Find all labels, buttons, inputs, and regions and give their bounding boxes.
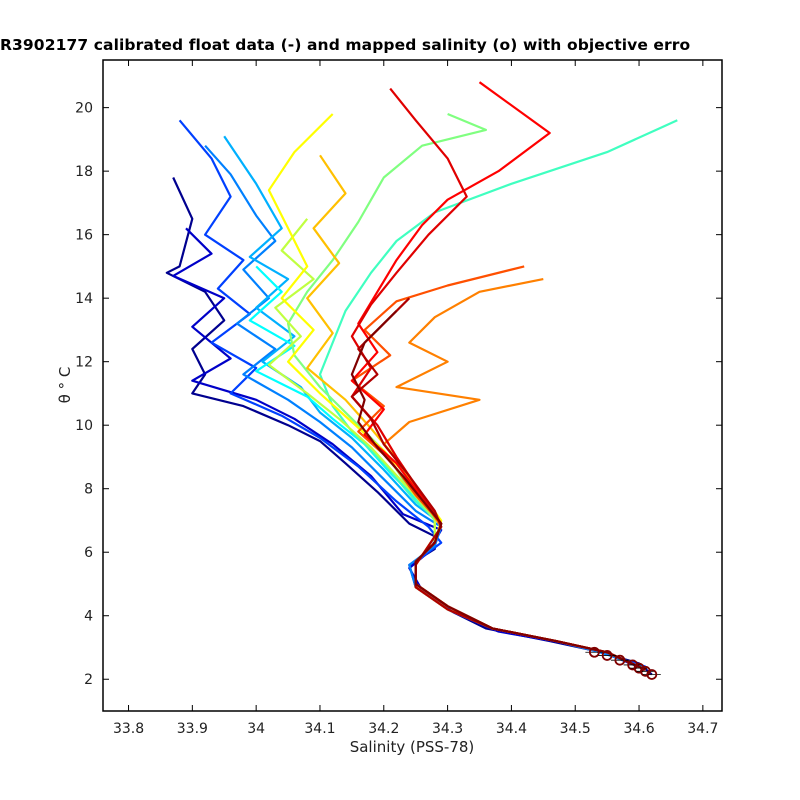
- mapped-salinity-marker-3: [614, 654, 626, 666]
- profile-line-11: [306, 154, 646, 671]
- ticks-layer: [103, 60, 722, 711]
- profile-line-1: [165, 177, 653, 676]
- x-tick-label: 34: [247, 721, 265, 737]
- x-tick-label: 34.4: [496, 721, 527, 737]
- x-tick-labels: 33.8 33.9 34 34.1 34.2 34.3 34.4 34.5 34.6 34.7: [113, 721, 719, 737]
- mapped-salinity-marker-4: [627, 659, 639, 671]
- x-tick-label: 34.6: [623, 721, 654, 737]
- profiles-layer: [165, 81, 678, 676]
- profile-line-3: [178, 119, 646, 668]
- mapped-salinity-markers: [585, 646, 661, 680]
- y-tick-label: 18: [75, 164, 93, 180]
- x-tick-label: 33.8: [113, 721, 144, 737]
- y-tick-label: 2: [84, 672, 93, 688]
- profile-line-12: [382, 278, 646, 671]
- profile-line-2: [172, 227, 646, 671]
- mapped-salinity-marker-5: [633, 662, 645, 674]
- y-tick-label: 14: [75, 291, 93, 307]
- x-axis-label: Salinity (PSS-78): [350, 738, 475, 756]
- x-tick-label: 34.1: [304, 721, 335, 737]
- y-tick-label: 16: [75, 228, 93, 244]
- x-tick-label: 33.9: [177, 721, 208, 737]
- y-tick-label: 20: [75, 101, 93, 117]
- profile-line-14: [350, 81, 646, 671]
- x-tick-label: 34.2: [368, 721, 399, 737]
- x-tick-label: 34.3: [432, 721, 463, 737]
- profile-line-15: [350, 87, 646, 671]
- y-tick-label: 10: [75, 418, 93, 434]
- y-tick-labels: 2 4 6 8 10 12 14 16 18 20: [75, 101, 93, 689]
- mapped-salinity-marker-6: [640, 665, 651, 677]
- mapped-salinity-marker-2: [601, 650, 613, 661]
- y-tick-label: 12: [75, 355, 93, 371]
- profile-line-5: [223, 135, 646, 671]
- mapped-salinity-marker-1: [588, 646, 600, 658]
- mapped-salinity-marker-7: [646, 669, 658, 680]
- chart-title: R3902177 calibrated float data (-) and m…: [0, 36, 691, 54]
- profile-line-9: [267, 218, 646, 671]
- axes-box: [102, 59, 723, 712]
- y-axis-label: θ ° C: [56, 367, 74, 404]
- y-tick-label: 8: [84, 482, 93, 498]
- profile-line-17: [350, 310, 646, 671]
- y-tick-label: 4: [84, 609, 93, 625]
- x-tick-label: 34.5: [560, 721, 591, 737]
- y-tick-label: 6: [84, 545, 93, 561]
- x-tick-label: 34.7: [687, 721, 718, 737]
- profile-line-7: [318, 119, 678, 671]
